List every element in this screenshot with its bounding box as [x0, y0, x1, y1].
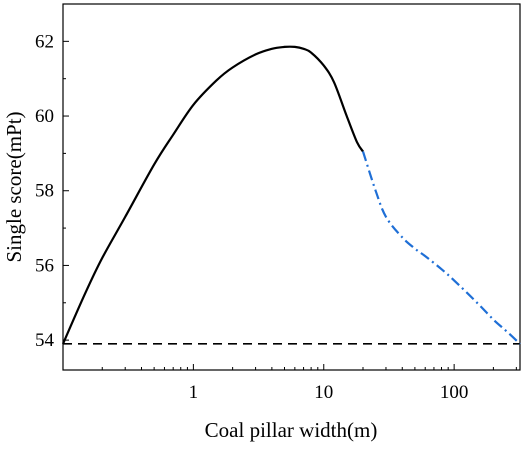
solid-series-line: [61, 45, 364, 345]
dash-dot-series-line: [361, 151, 521, 345]
y-tick-label: 54: [35, 330, 55, 351]
y-tick-label: 62: [35, 31, 54, 52]
y-axis-title: Single score(mPt): [2, 111, 26, 262]
y-tick-label: 56: [35, 255, 54, 276]
y-tick-label: 60: [35, 106, 54, 127]
x-tick-label: 10: [314, 382, 333, 403]
y-tick-label: 58: [35, 181, 54, 202]
x-tick-label: 100: [440, 382, 469, 403]
series-layer: [61, 45, 521, 345]
x-tick-label: 1: [189, 382, 199, 403]
x-axis-title: Coal pillar width(m): [205, 418, 378, 442]
plot-frame: [62, 3, 521, 371]
x-axis-ticks: 1 10 100: [62, 364, 517, 403]
y-axis-ticks: 54 56 58 60 62: [35, 3, 69, 351]
